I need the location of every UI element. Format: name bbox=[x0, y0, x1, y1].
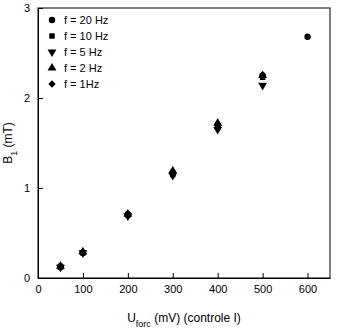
tick-label: 2 bbox=[24, 92, 30, 104]
tick: 600 bbox=[299, 273, 317, 295]
tick: 400 bbox=[209, 273, 227, 295]
tick: 300 bbox=[164, 273, 182, 295]
legend-marker bbox=[48, 49, 57, 57]
tick-mark bbox=[83, 273, 84, 278]
tick: 1 bbox=[24, 182, 43, 194]
tick-mark bbox=[128, 273, 129, 278]
tick-label: 400 bbox=[209, 283, 227, 295]
legend-label: f = 5 Hz bbox=[64, 46, 102, 58]
tick: 2 bbox=[24, 92, 43, 104]
point bbox=[57, 264, 64, 271]
tick-label: 0 bbox=[35, 283, 41, 295]
axis-line bbox=[39, 278, 331, 279]
x-axis: 0 100 200 300 400 500 600 bbox=[35, 273, 330, 295]
tick: 0 bbox=[24, 272, 43, 284]
tick-label: 0 bbox=[24, 272, 30, 284]
tick-label: 3 bbox=[24, 2, 30, 14]
tick-label: 1 bbox=[24, 182, 30, 194]
point bbox=[259, 73, 266, 80]
tick-mark bbox=[38, 278, 43, 279]
x-axis-title: Uforc (mV) (controle I) bbox=[127, 311, 241, 329]
tick-mark bbox=[218, 273, 219, 278]
point bbox=[214, 124, 221, 131]
tick: 200 bbox=[119, 273, 137, 295]
tick: 3 bbox=[24, 2, 43, 14]
tick-label: 100 bbox=[74, 283, 92, 295]
point bbox=[124, 211, 131, 218]
tick: 100 bbox=[74, 273, 92, 295]
tick-label: 500 bbox=[254, 283, 272, 295]
plot-frame bbox=[38, 8, 330, 278]
tick-label: 200 bbox=[119, 283, 137, 295]
point bbox=[258, 83, 267, 91]
tick: 500 bbox=[254, 273, 272, 295]
tick-label: 300 bbox=[164, 283, 182, 295]
legend-marker bbox=[49, 33, 54, 38]
axis-line bbox=[38, 9, 39, 279]
tick-mark bbox=[263, 273, 264, 278]
legend-label: f = 10 Hz bbox=[64, 30, 108, 42]
legend-label: f = 2 Hz bbox=[64, 62, 102, 74]
point bbox=[79, 249, 86, 256]
legend-marker bbox=[48, 63, 57, 71]
legend-label: f = 20 Hz bbox=[64, 14, 108, 26]
tick-mark bbox=[38, 98, 43, 99]
y-axis-title: B1 (mT) bbox=[1, 122, 19, 164]
tick-mark bbox=[173, 273, 174, 278]
legend: f = 20 Hz f = 10 Hz f = 5 Hz f = 2 Hz f = 1H… bbox=[48, 14, 109, 90]
tick-label: 600 bbox=[299, 283, 317, 295]
legend-marker bbox=[49, 17, 55, 23]
tick-mark bbox=[308, 273, 309, 278]
points bbox=[56, 34, 311, 273]
chart: 0 100 200 300 400 500 600 0 1 2 3 Uforc (mV) (contr… bbox=[0, 0, 339, 336]
legend-label: f = 1Hz bbox=[64, 78, 99, 90]
tick-mark bbox=[38, 188, 43, 189]
point bbox=[304, 34, 310, 40]
legend-marker bbox=[48, 80, 55, 87]
point bbox=[169, 170, 176, 177]
y-axis: 0 1 2 3 bbox=[24, 2, 43, 284]
tick-mark bbox=[38, 8, 43, 9]
